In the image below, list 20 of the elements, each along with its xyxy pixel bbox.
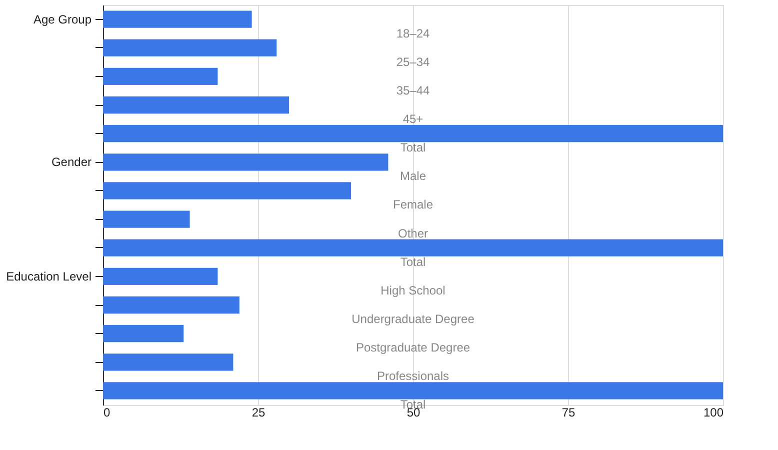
x-tick-label: 75: [562, 406, 576, 420]
annotation: Total: [400, 140, 426, 155]
x-tick-label: 100: [703, 406, 724, 420]
annotation: Female: [392, 198, 434, 212]
x-tick-label: 25: [252, 406, 266, 420]
annotation: 35–44: [396, 83, 430, 98]
annotation: Postgraduate Degree: [356, 340, 470, 355]
annotation: Undergraduate Degree: [352, 312, 475, 326]
y-tick-label: Age Group: [33, 12, 92, 26]
annotation: Professionals: [376, 369, 450, 384]
annotation: 18–24: [396, 26, 430, 40]
annotation: 25–34: [396, 54, 430, 69]
annotation: Male: [400, 169, 426, 184]
x-tick-label: 0: [104, 406, 110, 420]
annotation: 45+: [402, 112, 424, 126]
y-tick-label: Education Level: [6, 269, 92, 284]
y-tick-label: Gender: [51, 155, 92, 170]
annotation: Total: [400, 254, 426, 269]
annotation: Other: [398, 226, 428, 240]
annotation: High School: [380, 283, 446, 298]
